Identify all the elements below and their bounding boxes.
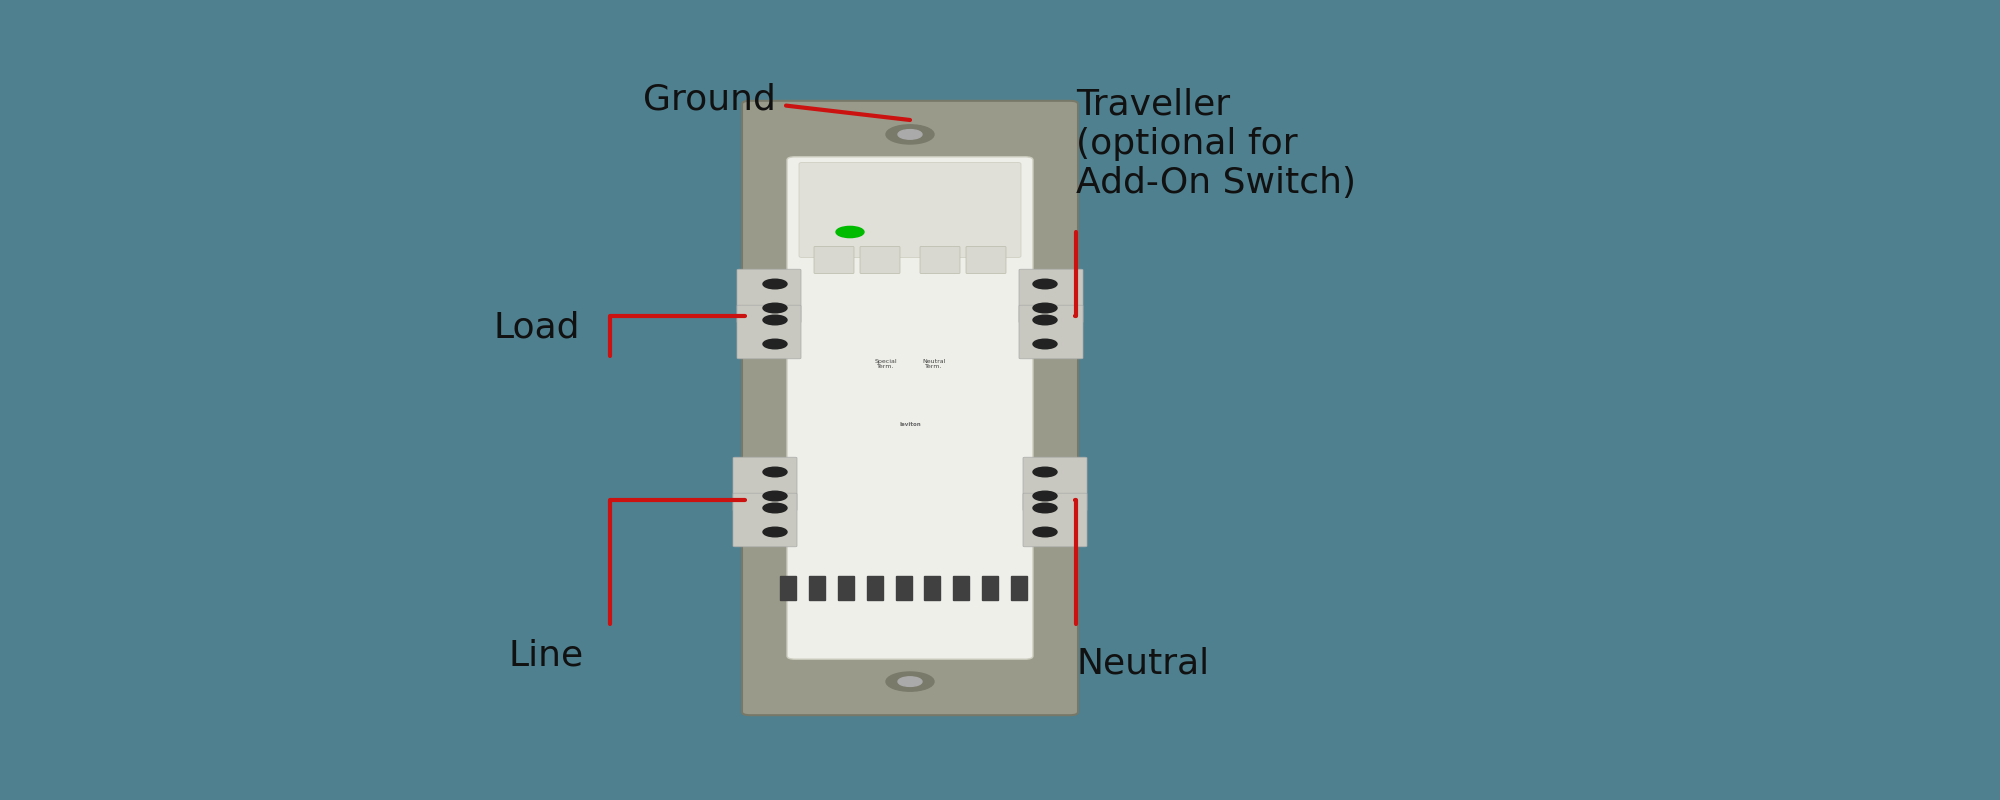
- Bar: [1010, 576, 1026, 600]
- FancyBboxPatch shape: [860, 246, 900, 274]
- Text: Neutral: Neutral: [1076, 647, 1210, 681]
- FancyBboxPatch shape: [920, 246, 960, 274]
- Text: Line: Line: [508, 639, 584, 673]
- Text: Traveller
(optional for
Add-On Switch): Traveller (optional for Add-On Switch): [1076, 88, 1356, 200]
- Bar: [954, 576, 970, 600]
- Circle shape: [1032, 339, 1056, 349]
- FancyBboxPatch shape: [738, 269, 802, 322]
- Circle shape: [1032, 527, 1056, 537]
- Circle shape: [1032, 303, 1056, 313]
- Circle shape: [1032, 503, 1056, 513]
- Circle shape: [836, 226, 864, 238]
- Bar: [810, 576, 826, 600]
- Circle shape: [898, 130, 922, 139]
- Bar: [838, 576, 854, 600]
- FancyBboxPatch shape: [734, 457, 798, 510]
- Bar: [924, 576, 940, 600]
- Text: Special
Term.: Special Term.: [874, 358, 898, 370]
- Circle shape: [764, 315, 788, 325]
- Circle shape: [1032, 491, 1056, 501]
- Circle shape: [1032, 467, 1056, 477]
- FancyBboxPatch shape: [814, 246, 854, 274]
- Circle shape: [764, 527, 788, 537]
- Bar: [982, 576, 998, 600]
- Circle shape: [764, 303, 788, 313]
- Circle shape: [764, 467, 788, 477]
- FancyBboxPatch shape: [966, 246, 1006, 274]
- Circle shape: [886, 672, 934, 691]
- Circle shape: [1032, 315, 1056, 325]
- Circle shape: [764, 491, 788, 501]
- Bar: [896, 576, 912, 600]
- FancyBboxPatch shape: [788, 157, 1032, 659]
- FancyBboxPatch shape: [1020, 305, 1084, 358]
- Circle shape: [886, 125, 934, 144]
- Circle shape: [898, 677, 922, 686]
- Text: Neutral
Term.: Neutral Term.: [922, 358, 946, 370]
- Circle shape: [764, 503, 788, 513]
- Bar: [780, 576, 796, 600]
- Circle shape: [764, 339, 788, 349]
- FancyBboxPatch shape: [1020, 269, 1084, 322]
- FancyBboxPatch shape: [738, 305, 802, 358]
- Circle shape: [1032, 279, 1056, 289]
- Bar: [866, 576, 882, 600]
- Circle shape: [764, 279, 788, 289]
- Text: Ground: Ground: [644, 83, 776, 117]
- FancyBboxPatch shape: [800, 162, 1022, 258]
- Text: Load: Load: [494, 311, 580, 345]
- FancyBboxPatch shape: [1024, 493, 1088, 547]
- FancyBboxPatch shape: [1024, 457, 1088, 510]
- Text: leviton: leviton: [900, 422, 920, 426]
- FancyBboxPatch shape: [734, 493, 798, 547]
- FancyBboxPatch shape: [742, 101, 1078, 715]
